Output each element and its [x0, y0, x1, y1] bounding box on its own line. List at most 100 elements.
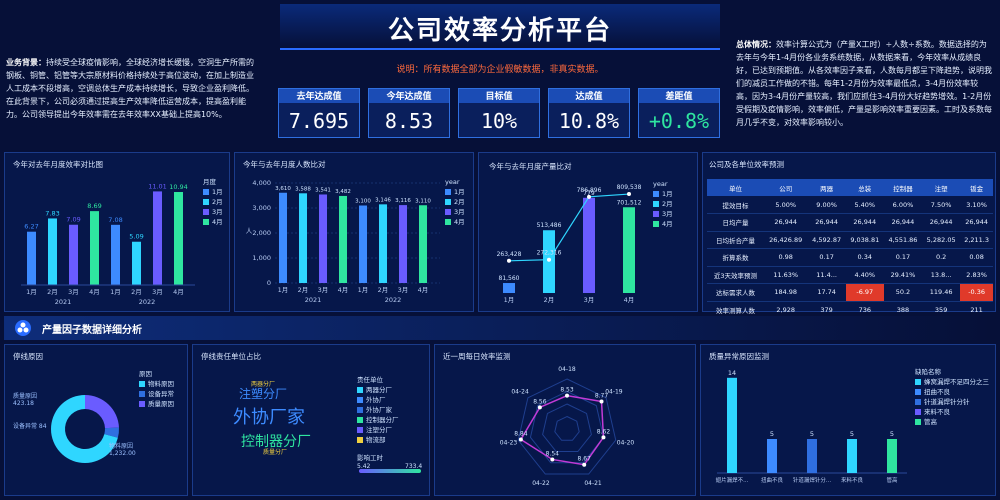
chart1-bar — [69, 224, 78, 285]
table-cell: 26,944 — [960, 213, 993, 232]
chart2-bar — [359, 205, 367, 283]
legend-item: 1月 — [445, 187, 465, 197]
legend-label: 两器分厂 — [366, 386, 392, 394]
legend-item: 外协厂 — [357, 395, 399, 405]
slider-label: 影响工时 — [357, 454, 383, 462]
radar-value-label: 8.62 — [597, 428, 611, 435]
legend-label: 控制器分厂 — [366, 416, 399, 424]
table-cell: 2.83% — [960, 266, 993, 284]
table-row: 日均折合产量 26,426.89 4,592.87 9,038.81 4,551.86 5… — [707, 231, 993, 249]
row-label-cell: 近3天效率预测 — [707, 266, 764, 284]
legend-item: 质量原因 — [139, 399, 174, 409]
chart3-line-point — [547, 257, 551, 262]
legend-item: 管高 — [915, 417, 995, 427]
table-cell: 0.98 — [763, 248, 808, 267]
kpi-label: 去年达成值 — [279, 89, 359, 103]
kpi-last-year: 去年达成值 7.695 — [278, 88, 360, 138]
business-background-label: 业务背景： — [6, 58, 46, 67]
radar-point — [550, 457, 555, 462]
radar-title: 近一周每日效率监测 — [443, 352, 511, 361]
chart3-bar-label: 701,512 — [617, 199, 642, 206]
radar-point — [582, 462, 587, 467]
chart2-svg: 4,000 3,000 2,000 1,000 0 人 3,610 1月 3,588 2月 3,54… — [246, 179, 440, 304]
quality-bar-label: 5 — [770, 430, 774, 438]
radar-point — [565, 393, 569, 398]
row-label-cell: 折算系数 — [707, 248, 764, 267]
donut-slice — [85, 395, 119, 429]
panel-quality-issues: 质量异常原因监测 14 翅片漏焊不... 5 扭曲不良 5 针道漏焊针分... 5 来料不良 5… — [700, 344, 996, 496]
overall-summary-body: 效率计算公式为（产量X工时）÷人数÷系数。数据选择的为去年与今年1-4月份各业务… — [736, 40, 992, 127]
table-cell: 3.10% — [960, 196, 993, 214]
table-cell: 50.2 — [883, 283, 923, 302]
legend-item: 3月 — [203, 207, 223, 217]
impact-slider[interactable] — [359, 469, 421, 473]
table-cell: 26,944 — [807, 213, 846, 232]
quality-bar-label: 5 — [850, 430, 854, 438]
chart1-x-tick: 3月 — [152, 288, 163, 296]
table-cell: 5.40% — [845, 196, 884, 214]
table-cell: 0.17 — [807, 248, 846, 267]
chart3-bar — [623, 207, 635, 293]
chart2-bar — [419, 205, 427, 283]
chart3-line-label: 786,896 — [577, 187, 602, 194]
table-header-row: 单位 公司 两器 总装 控制器 注塑 钣金 — [707, 179, 993, 196]
table-cell: 119.46 — [922, 283, 961, 302]
kpi-label: 差距值 — [639, 89, 719, 103]
overall-summary: 总体情况：效率计算公式为（产量X工时）÷人数÷系数。数据选择的为去年与今年1-4… — [736, 38, 994, 129]
legend-label: 3月 — [212, 208, 223, 216]
chart2-bar-label: 3,610 — [275, 186, 291, 192]
loss-label-material: 物料原因 1,232.00 — [109, 443, 136, 457]
chart3-bar — [583, 197, 595, 293]
word-cloud-term: 质量分厂 — [263, 449, 288, 456]
legend-item: 2月 — [653, 199, 673, 209]
radar-ring — [554, 415, 580, 441]
legend-label: 1月 — [212, 188, 223, 196]
chart1-legend: 月度 1月 2月 3月 4月 — [203, 177, 223, 227]
chart1-bar-label: 6.27 — [24, 223, 38, 231]
radar-value-label: 8.84 — [514, 431, 528, 438]
section-title: 产量因子数据详细分析 — [42, 325, 142, 336]
table-cell: 17.74 — [807, 283, 846, 302]
legend-label: 2月 — [212, 198, 223, 206]
chart1-bar-label: 7.08 — [108, 216, 122, 224]
table-cell: 26,944 — [883, 213, 923, 232]
table-row: 日均产量 26,944 26,944 26,944 26,944 26,944 26,944 — [707, 213, 993, 232]
row-label-cell: 日均产量 — [707, 213, 764, 232]
chart1-group-label: 2022 — [139, 298, 156, 306]
legend-label: 来料不良 — [924, 408, 950, 416]
radar-value-label: 8.67 — [578, 456, 592, 463]
chart1-bar-label: 7.09 — [66, 216, 80, 224]
table-cell: 26,426.89 — [763, 231, 808, 249]
chart1-bar — [132, 241, 141, 285]
legend-label: 4月 — [454, 218, 465, 226]
chart1-bar-label: 11.01 — [148, 182, 167, 190]
table-cell: 184.98 — [763, 283, 808, 302]
chart2-bar-label: 3,588 — [295, 186, 311, 192]
quality-bar-label: 14 — [728, 369, 736, 377]
loss-legend: 原因 物料原因 设备异常 质量原因 — [139, 369, 174, 409]
table-cell: 5,282.05 — [922, 231, 961, 249]
table-header: 控制器 — [883, 179, 923, 196]
table-row: 提效目标 5.00% 9.00% 5.40% 6.00% 7.50% 3.10% — [707, 196, 993, 214]
legend-label: 4月 — [212, 218, 223, 226]
legend-label: 外协厂 — [366, 396, 386, 404]
unit-legend: 责任单位 两器分厂 外协厂 外协厂家 控制器分厂 注塑分厂 物流部 — [357, 375, 399, 445]
table-title: 公司及各单位效率预测 — [709, 160, 784, 169]
section-header: 产量因子数据详细分析 — [4, 316, 996, 340]
legend-label: 1月 — [454, 188, 465, 196]
legend-label: 设备异常 — [148, 390, 174, 398]
chart2-bar — [319, 194, 327, 283]
radar-point — [601, 435, 606, 440]
data-note: 说明：所有数据全部为企业假敏数据，非真实数据。 — [396, 65, 604, 75]
table-header: 总装 — [845, 179, 884, 196]
chart1-x-tick: 4月 — [89, 288, 100, 296]
table-cell: 9,038.81 — [845, 231, 884, 249]
chart2-bar — [399, 205, 407, 283]
radar-ring — [542, 403, 592, 453]
panel-output-compare: 今年与去年月度产量比对 81,560 1月 513,486 2月 779 3月 701,51… — [478, 152, 698, 312]
table-cell: 2,211.3 — [960, 231, 993, 249]
chart2-x-tick: 2月 — [298, 286, 309, 294]
table-cell: 26,944 — [845, 213, 884, 232]
chart3-bar — [503, 283, 515, 293]
table-cell: 4.40% — [845, 266, 884, 284]
